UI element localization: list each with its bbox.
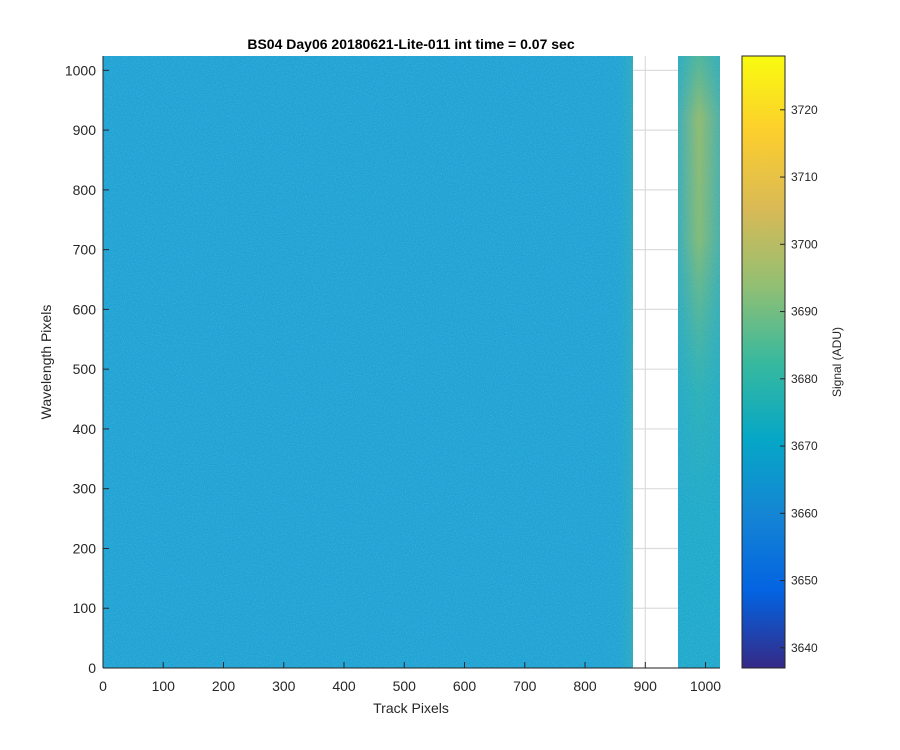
colorbar-tick-label: 3650 xyxy=(791,574,818,588)
x-axis-ticks: 0 100 200 300 400 500 600 700 800 900 1000 xyxy=(99,662,721,694)
colorbar-tick-label: 3640 xyxy=(791,641,818,655)
y-tick-label: 800 xyxy=(73,182,97,198)
colorbar-tick-label: 3690 xyxy=(791,305,818,319)
y-tick-label: 300 xyxy=(73,481,97,497)
x-tick-label: 500 xyxy=(393,678,417,694)
colorbar-gradient xyxy=(741,55,786,669)
x-tick-label: 400 xyxy=(332,678,356,694)
heatmap-right-strip xyxy=(678,56,720,668)
y-tick-label: 500 xyxy=(73,361,97,377)
chart-title: BS04 Day06 20180621-Lite-011 int time = … xyxy=(247,36,574,52)
x-tick-label: 200 xyxy=(212,678,236,694)
colorbar-tick-label: 3670 xyxy=(791,439,818,453)
x-tick-label: 900 xyxy=(634,678,658,694)
axes xyxy=(102,56,720,669)
y-tick-label: 600 xyxy=(73,301,97,317)
y-tick-label: 100 xyxy=(73,600,97,616)
colorbar-tick-label: 3700 xyxy=(791,237,818,251)
colorbar-tick-label: 3660 xyxy=(791,506,818,520)
x-tick-label: 100 xyxy=(152,678,176,694)
colorbar-tick-label: 3710 xyxy=(791,170,818,184)
colorbar-tick-label: 3720 xyxy=(791,103,818,117)
y-tick-label: 1000 xyxy=(65,62,96,78)
x-tick-label: 700 xyxy=(513,678,537,694)
heatmap-main-region xyxy=(103,56,633,668)
colorbar-label: Signal (ADU) xyxy=(830,327,844,397)
y-tick-label: 700 xyxy=(73,242,97,258)
x-axis-label: Track Pixels xyxy=(373,700,449,716)
x-tick-label: 800 xyxy=(573,678,597,694)
y-tick-label: 900 xyxy=(73,122,97,138)
x-tick-label: 1000 xyxy=(690,678,721,694)
colorbar-tick-label: 3680 xyxy=(791,372,818,386)
y-tick-label: 200 xyxy=(73,540,97,556)
y-tick-label: 0 xyxy=(88,660,96,676)
x-tick-label: 0 xyxy=(99,678,107,694)
y-axis-label: Wavelength Pixels xyxy=(38,305,54,420)
x-tick-label: 600 xyxy=(453,678,477,694)
colorbar: 3640 3650 3660 3670 3680 3690 3700 3710 3720 Sig… xyxy=(741,55,844,669)
colorbar-ticks: 3640 3650 3660 3670 3680 3690 3700 3710 3720 xyxy=(780,103,818,655)
y-tick-label: 400 xyxy=(73,421,97,437)
x-tick-label: 300 xyxy=(272,678,296,694)
y-axis-ticks: 0 100 200 300 400 500 600 700 800 900 1000 xyxy=(65,62,109,676)
